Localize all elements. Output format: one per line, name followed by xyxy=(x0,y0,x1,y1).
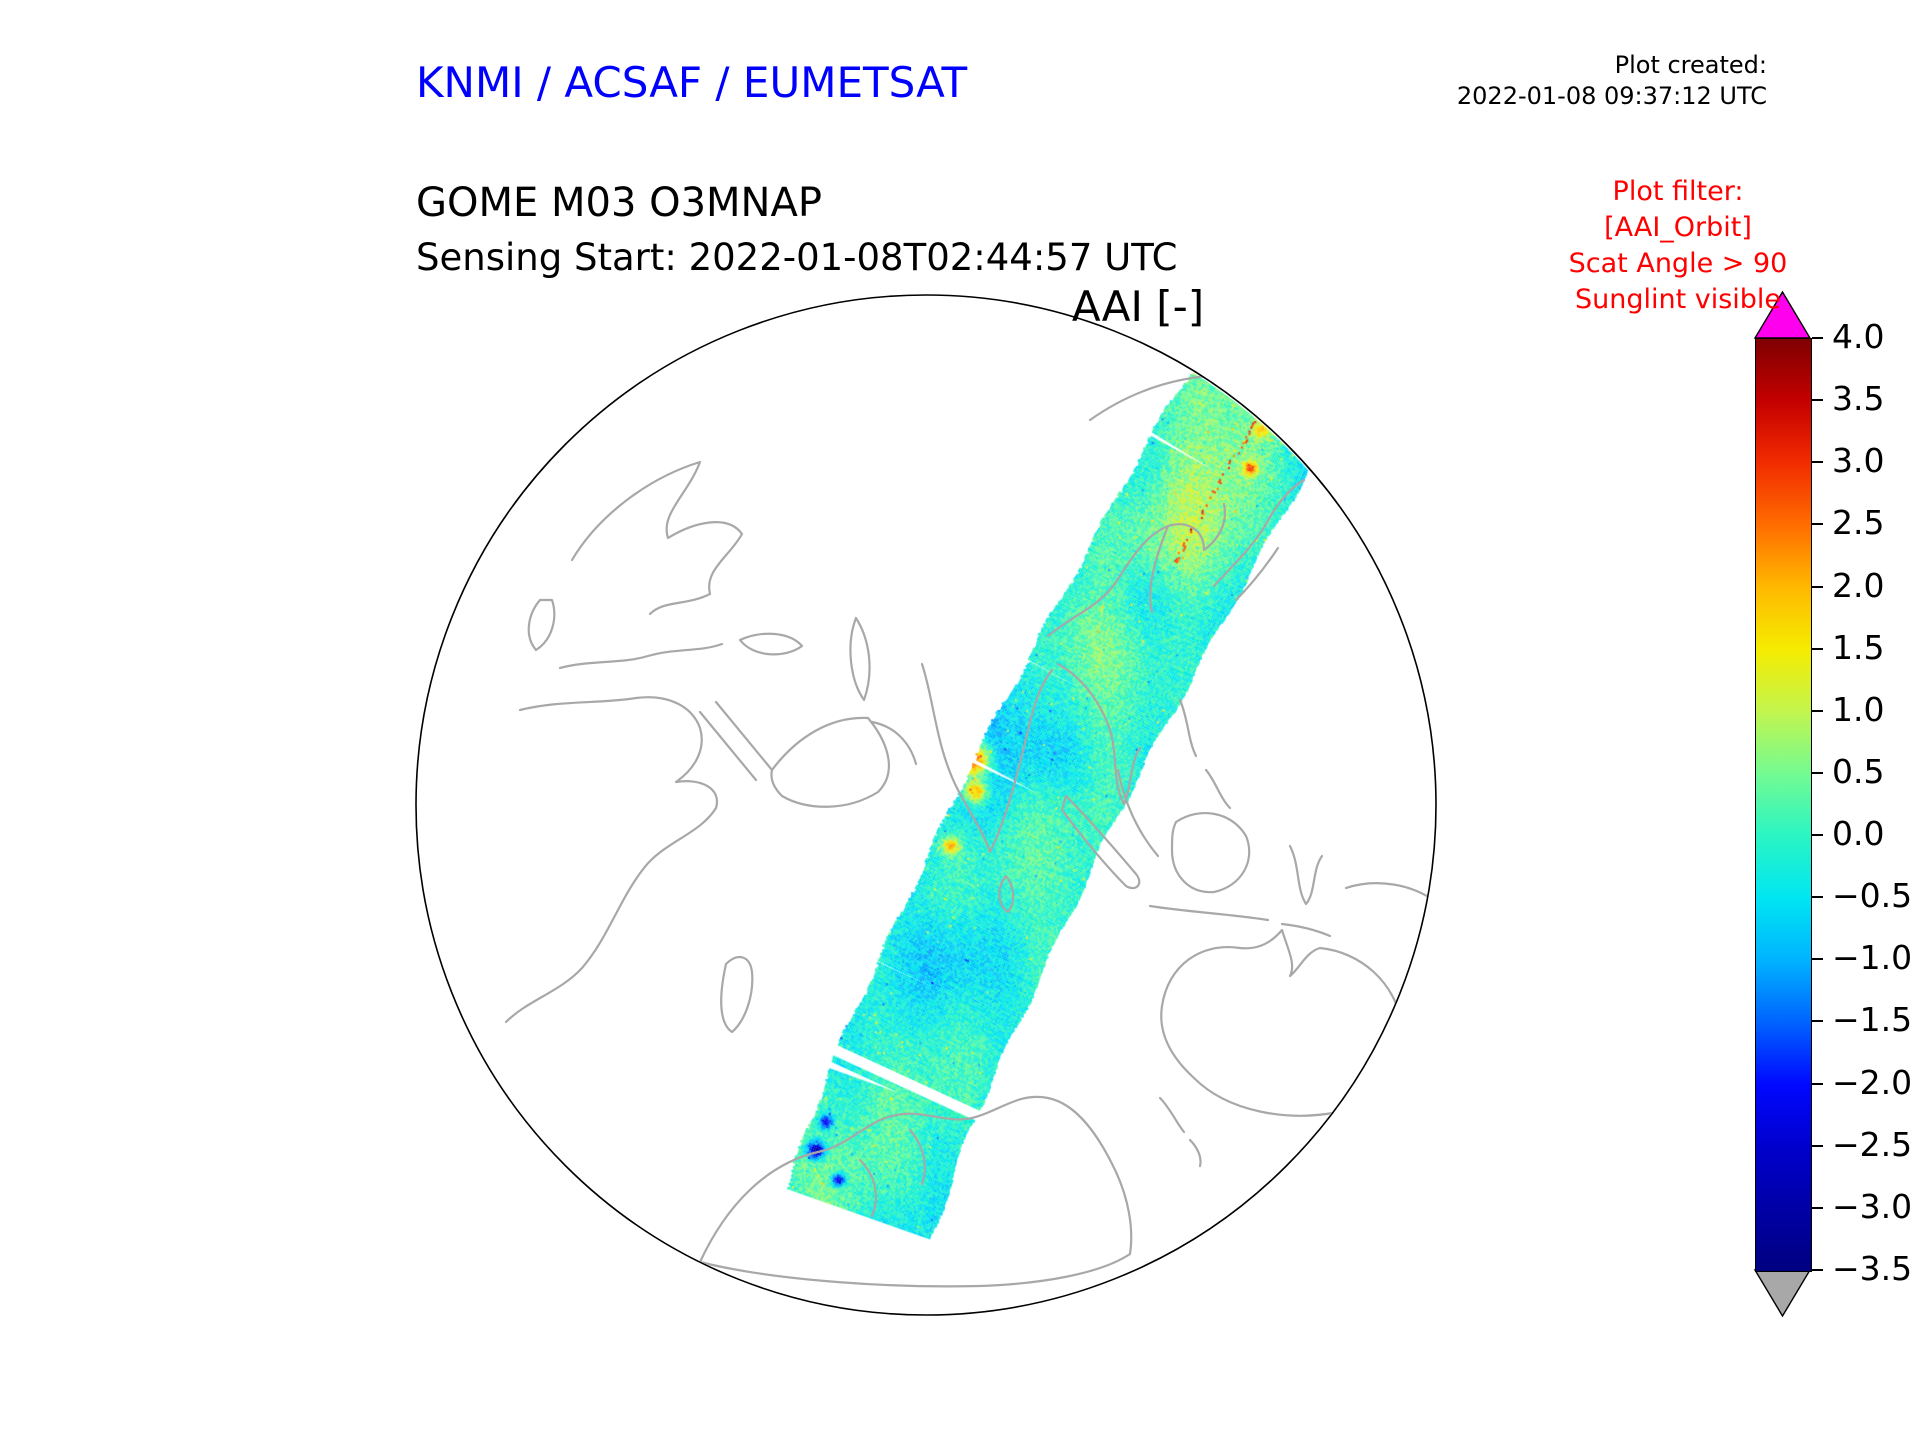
colorbar-tick-mark xyxy=(1812,1020,1823,1023)
colorbar-tick-mark xyxy=(1812,771,1823,774)
colorbar-tick-mark xyxy=(1812,709,1823,712)
coast-scandinavia xyxy=(570,460,744,616)
colorbar-tick-label: 2.5 xyxy=(1832,503,1885,543)
colorbar-tick-label: −2.5 xyxy=(1832,1124,1913,1164)
coastlines xyxy=(504,374,1435,1288)
sensing-start: Sensing Start: 2022-01-08T02:44:57 UTC xyxy=(416,236,1178,279)
colorbar-tick-mark xyxy=(1812,585,1823,588)
coast-sumatra xyxy=(1060,794,1141,890)
coast-black-sea xyxy=(738,632,804,656)
coast-mediterranean xyxy=(558,642,724,670)
coast-borneo xyxy=(1170,812,1251,894)
plot-created-value: 2022-01-08 09:37:12 UTC xyxy=(1456,82,1767,110)
plot-filter-line: Scat Angle > 90 xyxy=(1568,248,1788,279)
coast-arabia xyxy=(770,716,890,808)
coast-india xyxy=(920,662,1054,854)
coast-china-korea xyxy=(1046,502,1226,638)
coast-indochina xyxy=(1056,662,1160,858)
coast-persian-gulf xyxy=(870,720,918,766)
plot-created-label: Plot created: xyxy=(1614,51,1767,79)
coast-britain xyxy=(527,598,556,652)
org-title: KNMI / ACSAF / EUMETSAT xyxy=(416,58,968,107)
coast-philippines xyxy=(1178,698,1232,810)
plot-title: AAI [-] xyxy=(1071,282,1205,331)
colorbar-tick-label: −2.0 xyxy=(1832,1062,1913,1102)
colorbar-tick-label: 3.0 xyxy=(1832,441,1885,481)
colorbar-gradient xyxy=(1755,338,1812,1272)
coast-caspian-sea xyxy=(849,616,871,702)
colorbar-tick-label: −3.0 xyxy=(1832,1186,1913,1226)
colorbar-tick-mark xyxy=(1812,399,1823,402)
plot-created: Plot created: 2022-01-08 09:37:12 UTC xyxy=(1457,50,1767,112)
colorbar-tick-label: 4.0 xyxy=(1832,316,1885,356)
product-title: GOME M03 O3MNAP xyxy=(416,180,822,226)
coast-sulawesi xyxy=(1288,844,1324,906)
colorbar-tick-mark xyxy=(1812,896,1823,899)
coast-sri-lanka xyxy=(998,874,1015,914)
colorbar-tick-mark xyxy=(1812,1144,1823,1147)
globe-outline xyxy=(415,294,1437,1316)
colorbar-tick-label: −1.0 xyxy=(1832,938,1913,978)
colorbar-tick-mark xyxy=(1812,337,1823,339)
coast-java xyxy=(1148,904,1332,938)
coast-japan xyxy=(1212,478,1306,602)
plot-filter-line: [AAI_Orbit] xyxy=(1604,212,1752,243)
coast-small-islands xyxy=(1158,1096,1202,1168)
colorbar-tick-mark xyxy=(1812,834,1823,837)
colorbar-tick-label: −0.5 xyxy=(1832,876,1913,916)
coast-antarctica xyxy=(698,1095,1133,1288)
colorbar-tick-label: 0.0 xyxy=(1832,814,1885,854)
coast-red-sea-east xyxy=(714,700,774,772)
colorbar-tick-mark xyxy=(1812,1269,1823,1271)
coast-africa xyxy=(504,696,719,1024)
plot-filter-line: Plot filter: xyxy=(1612,176,1744,207)
colorbar-tick-mark xyxy=(1812,647,1823,650)
coast-australia xyxy=(1160,928,1404,1117)
coast-antarctica-detail xyxy=(858,1128,926,1218)
colorbar-tick-label: 1.5 xyxy=(1832,627,1885,667)
colorbar-tick-mark xyxy=(1812,461,1823,464)
colorbar-tick-label: −3.5 xyxy=(1832,1248,1913,1288)
colorbar-tick-mark xyxy=(1812,1206,1823,1209)
coast-madagascar xyxy=(720,955,754,1034)
plot-filter: Plot filter: [AAI_Orbit] Scat Angle > 90… xyxy=(1569,174,1788,318)
colorbar-tick-mark xyxy=(1812,1082,1823,1085)
colorbar-tick-label: 2.0 xyxy=(1832,565,1885,605)
colorbar-tick-label: 1.0 xyxy=(1832,689,1885,729)
colorbar-tick-mark xyxy=(1812,958,1823,961)
colorbar-tick-label: 0.5 xyxy=(1832,751,1885,791)
colorbar-tick-mark xyxy=(1812,523,1823,526)
plot-filter-line: Sunglint visible xyxy=(1574,284,1782,315)
colorbar-tick-label: 3.5 xyxy=(1832,379,1885,419)
colorbar-tick-label: −1.5 xyxy=(1832,1000,1913,1040)
coast-red-sea-west xyxy=(698,710,758,782)
